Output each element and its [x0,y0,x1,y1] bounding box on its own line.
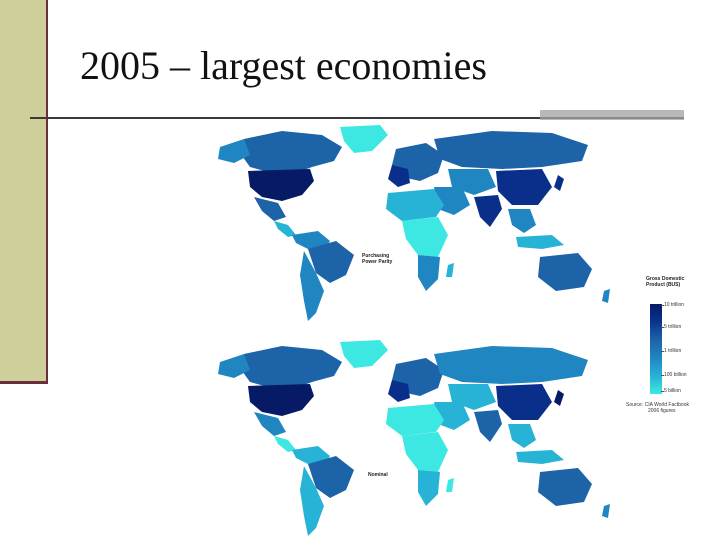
map-brazil [308,456,354,498]
map-china [496,169,552,205]
map-greenland [340,125,388,153]
legend-source: Source: CIA World Factbook 2006 figures [626,402,689,414]
title-divider-accent-line [540,117,684,119]
world-map-nominal: Nominal [212,340,626,540]
map-india [474,195,502,227]
map-indonesia [516,450,564,464]
map-new-zealand [602,504,610,518]
map-label-line: Power Parity [362,259,393,265]
decorative-side-bar-base [0,381,48,384]
legend-source-line: Source: CIA World Factbook [626,402,689,408]
world-map-ppp: Purchasing Power Parity [212,125,626,325]
map-canada [240,346,342,388]
title-divider [30,117,542,119]
map-western-europe [388,380,410,402]
map-south-america-south [300,251,324,321]
map-southern-africa [418,255,440,291]
map-greenland [340,340,388,368]
world-map-ppp-graphic [218,125,610,321]
map-north-africa [386,404,444,436]
legend-tick-label: 1 trillion [660,348,682,354]
map-label-ppp: Purchasing Power Parity [362,253,392,265]
legend-source-line: 2006 figures [648,408,676,414]
map-usa [248,169,314,201]
gdp-legend: Gross Domestic Product (BUS) 10 trillion… [626,276,718,416]
map-china [496,384,552,420]
world-map-nominal-graphic [218,340,610,536]
map-western-europe [388,165,410,187]
map-japan [554,390,564,406]
map-russia [434,346,588,384]
legend-tick-label: 100 billion [661,372,687,378]
decorative-side-bar [0,0,48,384]
map-south-america-south [300,466,324,536]
map-australia [538,253,592,291]
map-central-america [274,221,296,237]
map-alaska [218,139,250,163]
map-japan [554,175,564,191]
legend-title-line: Product (BUS) [646,282,681,288]
map-southeast-asia [508,209,536,233]
map-middle-east [434,187,470,215]
legend-color-scale [650,304,662,394]
map-alaska [218,354,250,378]
map-label-line: Purchasing [362,253,390,259]
legend-tick-label: 10 trillion [660,302,685,308]
map-madagascar [446,478,454,492]
slide-title: 2005 – largest economies [80,43,487,88]
map-new-zealand [602,289,610,303]
map-label-line: Nominal [368,472,388,478]
map-mexico [254,197,286,221]
map-label-nominal: Nominal [368,472,388,478]
title-divider-accent [540,110,684,120]
legend-title: Gross Domestic Product (BUS) [646,276,684,288]
map-indonesia [516,235,564,249]
map-central-africa [402,432,448,472]
map-central-america [274,436,296,452]
map-india [474,410,502,442]
map-russia [434,131,588,169]
legend-title-line: Gross Domestic [646,276,685,282]
map-usa [248,384,314,416]
map-north-africa [386,189,444,221]
legend-tick-label: 5 trillion [660,324,682,330]
map-brazil [308,241,354,283]
map-southeast-asia [508,424,536,448]
map-middle-east [434,402,470,430]
map-canada [240,131,342,173]
map-mexico [254,412,286,436]
legend-tick-label: 5 billion [661,388,681,394]
map-madagascar [446,263,454,277]
map-central-africa [402,217,448,257]
map-australia [538,468,592,506]
map-southern-africa [418,470,440,506]
